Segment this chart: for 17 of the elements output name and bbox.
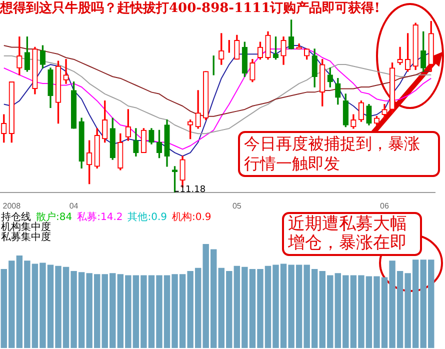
- annotation: 今日再度被捕捉到，暴涨行情一触即发: [238, 131, 440, 177]
- text: 持仓线: [1, 212, 31, 223]
- candlestick: [397, 46, 403, 65]
- x-tick-label: 2008: [2, 201, 22, 210]
- text: 机构:0.9: [172, 212, 212, 223]
- text: 私募集中度: [1, 232, 51, 243]
- text: 机构集中度: [1, 222, 51, 233]
- text: 散户:84: [36, 212, 72, 223]
- chart-title: 想得到这只牛股吗？赶快拔打400-898-1111订购产品即可获得!: [0, 0, 380, 16]
- annotation: 近期遭私募大幅增仓，暴涨在即: [282, 212, 422, 256]
- text: 私募:14.2: [77, 212, 123, 223]
- x-tick-label: 05: [232, 201, 242, 210]
- x-tick-label: 06: [380, 201, 390, 210]
- candlestick: [63, 59, 69, 84]
- annotation: 11.18: [180, 185, 206, 196]
- x-tick-label: 04: [69, 201, 79, 210]
- text: 其他:0.9: [128, 212, 168, 223]
